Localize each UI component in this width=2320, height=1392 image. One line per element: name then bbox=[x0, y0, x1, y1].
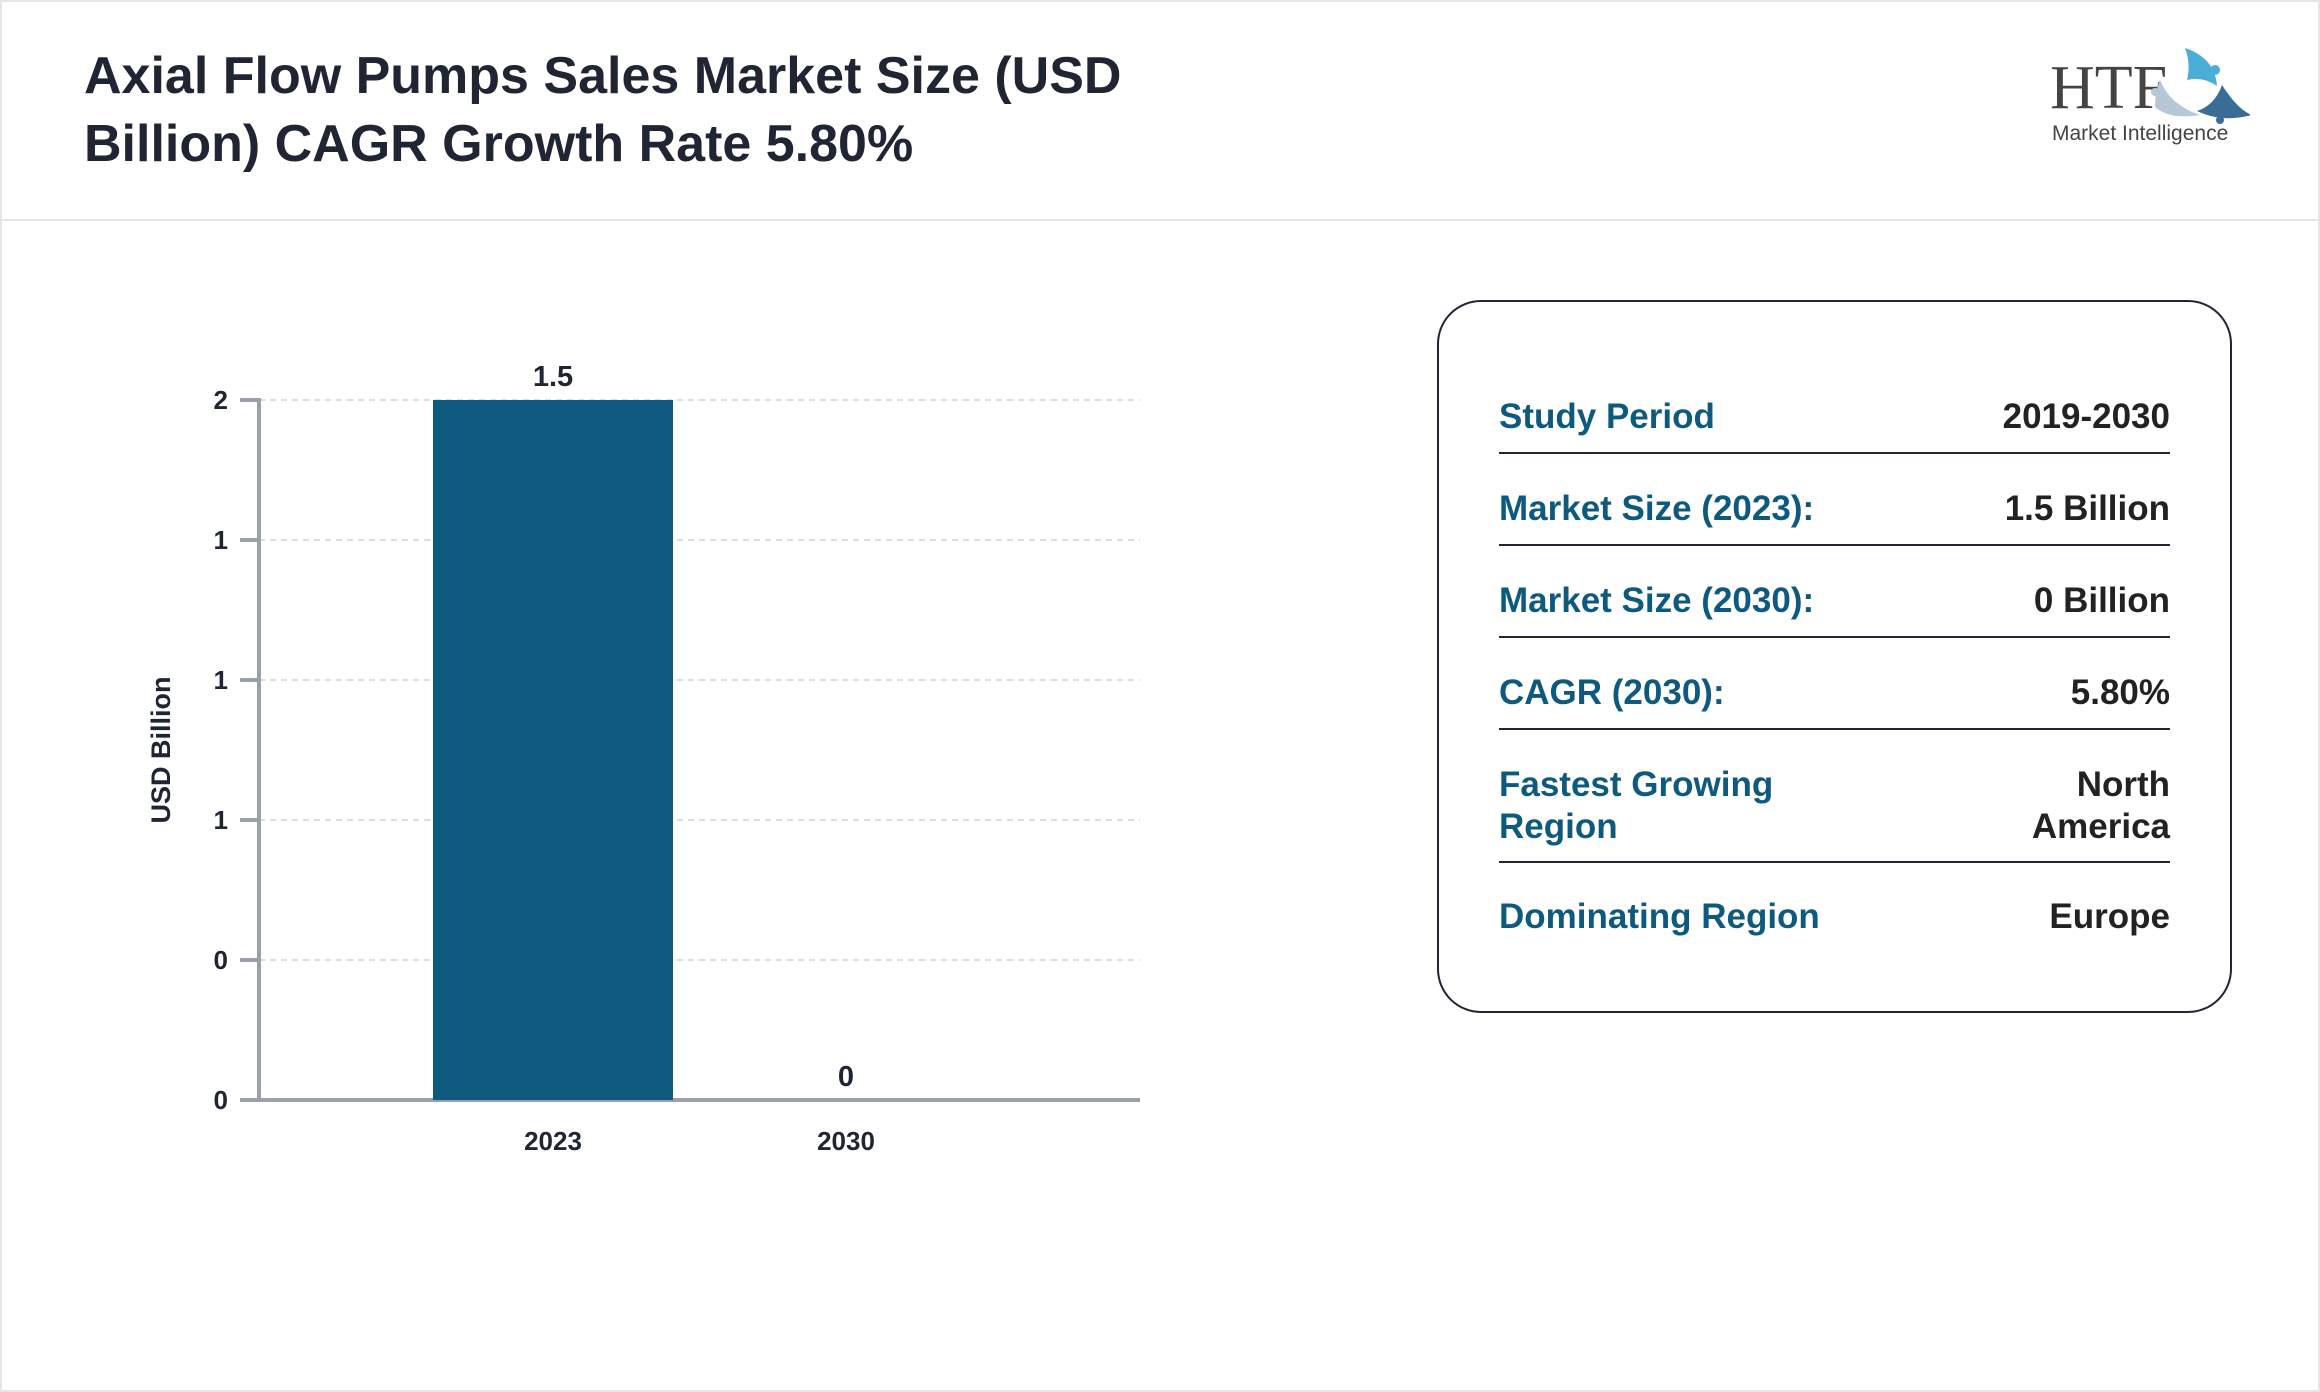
info-row: Fastest Growing Region North America bbox=[1499, 751, 2170, 863]
y-tick-label: 1 bbox=[214, 805, 228, 835]
svg-text:HTF: HTF bbox=[2050, 54, 2167, 122]
info-value: 2019-2030 bbox=[2002, 397, 2170, 436]
header: Axial Flow Pumps Sales Market Size (USD … bbox=[0, 0, 2320, 221]
info-row: Market Size (2030): 0 Billion bbox=[1499, 566, 2170, 638]
info-row: CAGR (2030): 5.80% bbox=[1499, 658, 2170, 730]
info-label: Market Size (2030): bbox=[1499, 581, 1815, 620]
info-label: Study Period bbox=[1499, 397, 1715, 436]
y-tick-label: 1 bbox=[214, 525, 228, 555]
info-value: North America bbox=[2031, 765, 2170, 846]
y-tick-label: 1 bbox=[214, 665, 228, 695]
svg-text:Market Intelligence: Market Intelligence bbox=[2052, 122, 2228, 145]
data-label: 0 bbox=[838, 1061, 854, 1093]
info-value: Europe bbox=[2049, 897, 2170, 936]
x-tick-label: 2030 bbox=[817, 1126, 875, 1156]
info-label: Fastest Growing Region bbox=[1499, 765, 1774, 846]
y-axis-label: USD Billion bbox=[146, 677, 176, 824]
y-tick-label: 0 bbox=[214, 945, 228, 975]
info-label: Market Size (2023): bbox=[1499, 489, 1815, 528]
info-row: Study Period 2019-2030 bbox=[1499, 382, 2170, 454]
info-value: 5.80% bbox=[2070, 673, 2170, 712]
bar-chart: 0 0 1 1 1 2 1.5 2023 0 2030 USD Billion bbox=[146, 361, 1140, 1156]
info-label: CAGR (2030): bbox=[1499, 673, 1725, 712]
page-title: Axial Flow Pumps Sales Market Size (USD … bbox=[84, 47, 1122, 173]
data-label: 1.5 bbox=[533, 361, 573, 393]
x-tick-label: 2023 bbox=[524, 1126, 582, 1156]
info-value: 1.5 Billion bbox=[2004, 489, 2170, 528]
info-row: Market Size (2023): 1.5 Billion bbox=[1499, 474, 2170, 546]
info-value: 0 Billion bbox=[2033, 581, 2170, 620]
y-tick-label: 0 bbox=[214, 1085, 228, 1115]
info-row: Dominating Region Europe bbox=[1499, 882, 2170, 952]
bar-2023 bbox=[433, 400, 673, 1100]
info-label: Dominating Region bbox=[1499, 897, 1820, 936]
info-card: Study Period 2019-2030 Market Size (2023):… bbox=[1437, 300, 2232, 1013]
htf-logo: HTF Market Intelligence bbox=[2050, 48, 2250, 145]
y-tick-label: 2 bbox=[214, 385, 228, 415]
